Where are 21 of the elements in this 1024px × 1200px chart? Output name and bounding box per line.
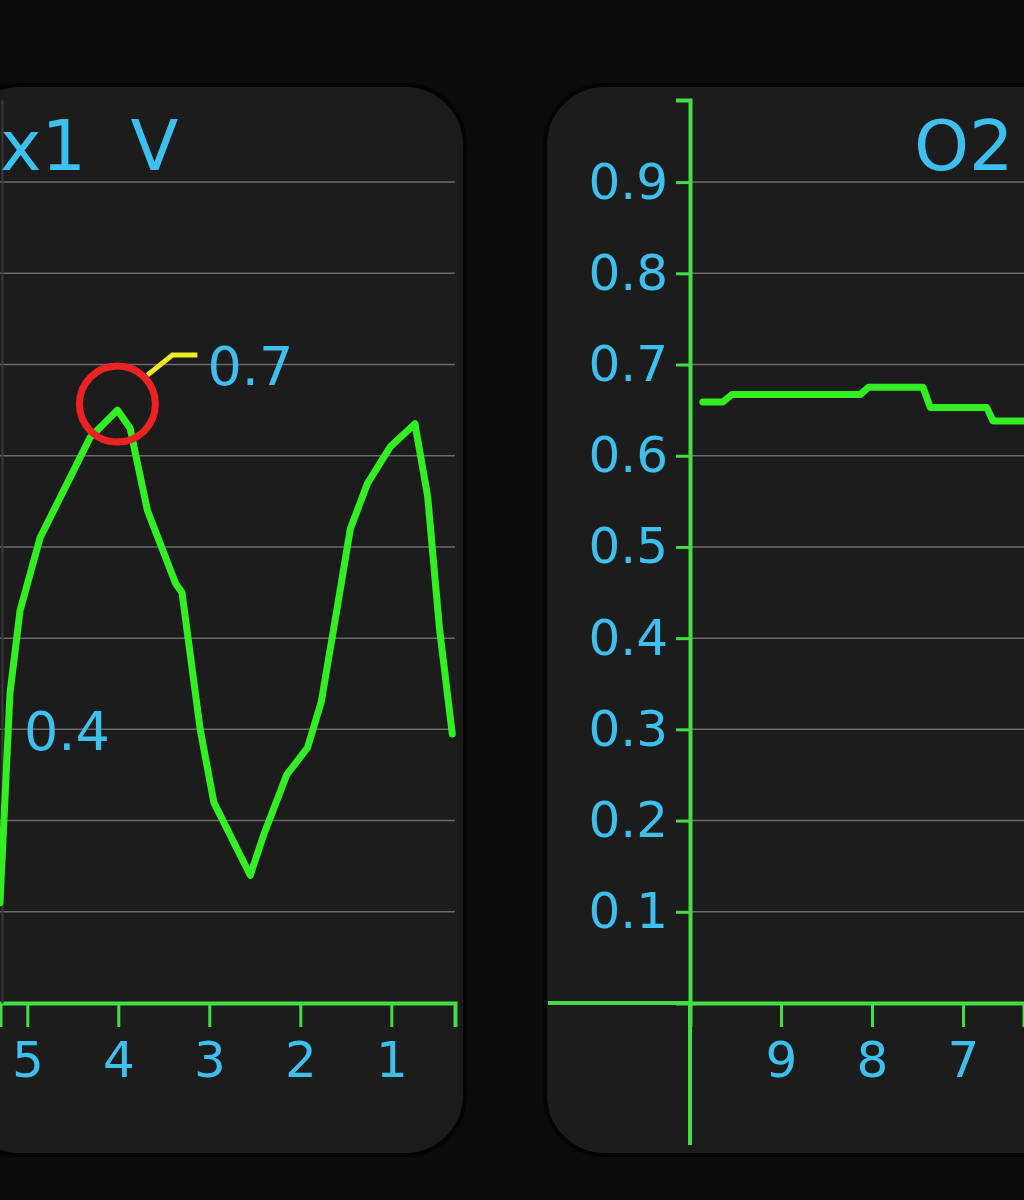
x-tick-label: 3 (193, 1030, 226, 1089)
y-tick-label: 0.1 (588, 882, 668, 941)
y-tick-label: 0.4 (588, 608, 668, 667)
x-tick-label: 4 (102, 1030, 135, 1089)
chart-title: O2 (914, 105, 1014, 187)
x-tick-label: 5 (11, 1030, 44, 1089)
x-tick-label: 9 (765, 1030, 798, 1089)
x-tick-label: 2 (284, 1030, 317, 1089)
x-tick-label: 7 (947, 1030, 980, 1089)
y-tick-label: 0.5 (588, 517, 668, 576)
annotation: 0.4 (24, 700, 110, 764)
x-tick-label: 8 (856, 1030, 889, 1089)
y-tick-label: 0.2 (588, 791, 668, 850)
y-tick-label: 0.7 (588, 335, 668, 394)
x-tick-label: 1 (375, 1030, 408, 1089)
chart-title: x1 V (0, 105, 179, 187)
y-tick-label: 0.8 (588, 243, 668, 302)
annotation: 0.7 (207, 335, 294, 399)
y-tick-label: 0.3 (588, 699, 668, 758)
y-tick-label: 0.9 (588, 152, 668, 211)
y-tick-label: 0.6 (588, 426, 668, 485)
